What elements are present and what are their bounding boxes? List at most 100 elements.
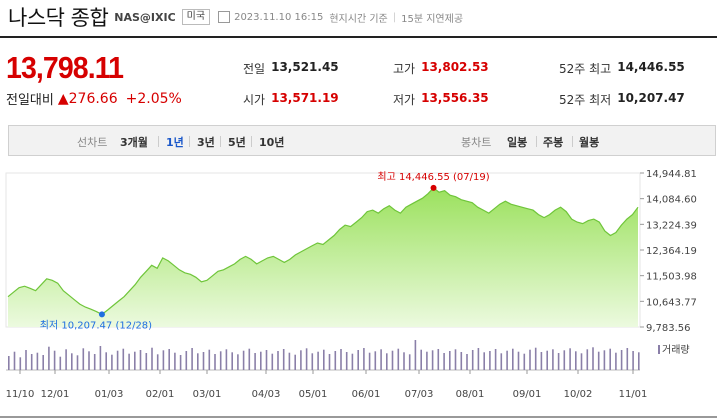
volume-bar [105, 352, 107, 370]
volume-bar [506, 350, 508, 370]
volume-bar [19, 357, 22, 370]
volume-bar [380, 349, 382, 370]
tab-divider [189, 136, 190, 147]
calendar-icon [218, 11, 231, 23]
y-tick-label: 11,503.98 [646, 272, 697, 283]
volume-bar [546, 350, 548, 370]
volume-bar [534, 347, 537, 370]
tab-daily[interactable]: 일봉 [507, 136, 528, 149]
volume-bar [311, 353, 314, 370]
line-chart-label: 선차트 [77, 136, 108, 149]
tab-1y[interactable]: 1년 [166, 136, 184, 149]
tab-3m[interactable]: 3개월 [120, 136, 148, 149]
low-annotation: 최저 10,207.47 (12/28) [40, 319, 152, 331]
tab-3y[interactable]: 3년 [197, 136, 215, 149]
volume-bar [597, 351, 600, 370]
volume-bar [202, 352, 205, 370]
y-tick-label: 14,084.60 [646, 195, 697, 206]
price-line [7, 187, 639, 316]
x-tick-label: 11/10 [6, 389, 35, 400]
volume-bar [592, 347, 594, 370]
volume-bar [523, 353, 526, 370]
index-code: NAS@IXIC [114, 10, 176, 24]
volume-bar [151, 347, 153, 370]
volume-bar [191, 348, 193, 370]
volume-bar [116, 350, 119, 370]
tab-divider [220, 136, 221, 147]
volume-bar [8, 356, 10, 370]
stat-label: 저가 [393, 93, 416, 107]
volume-bar [237, 354, 239, 370]
volume-bar [248, 348, 251, 370]
volume-bar [512, 348, 514, 370]
candle-chart-label: 봉차트 [461, 136, 492, 149]
volume-bar [494, 349, 497, 370]
volume-bar [575, 351, 577, 370]
market-badge: 미국 [181, 9, 211, 25]
y-tick-label: 10,643.77 [646, 297, 697, 308]
tab-divider [158, 136, 159, 147]
x-tick-label: 11/01 [619, 389, 648, 400]
y-tick-label: 14,944.81 [646, 169, 697, 180]
volume-bar [471, 350, 474, 370]
volume-bar [53, 350, 56, 370]
volume-bar [300, 350, 302, 370]
volume-bar [185, 351, 188, 370]
stat-value: 10,207.47 [617, 91, 685, 105]
volume-bar [168, 349, 170, 370]
volume-bar [134, 351, 136, 370]
volume-bar [13, 351, 16, 370]
tab-monthly[interactable]: 월봉 [579, 136, 600, 149]
x-tick-label: 04/03 [252, 389, 281, 400]
volume-bar [563, 350, 566, 370]
chart-tabs: 선차트 3개월 1년 3년 5년 10년 봉차트 일봉 주봉 월봉 [8, 125, 716, 156]
y-tick-label: 13,224.39 [646, 220, 697, 231]
volume-bar [420, 349, 422, 370]
volume-bar [580, 353, 583, 370]
volume-bar [122, 348, 125, 370]
delay-text: 15분 지연제공 [401, 13, 464, 25]
low-marker [98, 311, 105, 318]
divider: | [392, 11, 397, 23]
tab-weekly[interactable]: 주봉 [543, 136, 564, 149]
volume-bar [443, 353, 445, 370]
stat-value: 13,556.35 [421, 91, 489, 105]
stat-value: 13,521.45 [271, 60, 339, 74]
volume-bar [219, 351, 222, 370]
tab-5y[interactable]: 5년 [228, 136, 246, 149]
volume-bar [156, 354, 159, 370]
volume-bar [288, 352, 291, 370]
x-tick-label: 06/01 [352, 389, 381, 400]
volume-bar [82, 348, 85, 370]
volume-bar [260, 351, 262, 370]
volume-bar [254, 353, 256, 370]
volume-bar [454, 349, 457, 370]
header-divider [0, 36, 717, 38]
x-tick-label: 02/01 [146, 389, 175, 400]
volume-bar [294, 354, 296, 370]
volume-bar [334, 351, 337, 370]
stat-high: 고가 13,802.53 [393, 60, 489, 77]
x-tick-label: 09/01 [513, 389, 542, 400]
volume-bar [25, 350, 27, 370]
change-label: 전일대비 [6, 93, 54, 108]
volume-bar [282, 349, 285, 370]
volume-bar [65, 349, 67, 370]
volume-bar [386, 353, 388, 370]
volume-bar [179, 355, 182, 370]
stat-52w-low: 52주 최저 10,207.47 [559, 91, 685, 108]
volume-bar [93, 354, 96, 370]
volume-bar [363, 348, 365, 370]
tab-10y[interactable]: 10년 [259, 136, 285, 149]
stat-low: 저가 13,556.35 [393, 91, 489, 108]
volume-bar [231, 352, 233, 370]
change-value: 276.66 [68, 90, 118, 107]
datetime-text: 2023.11.10 16:15 [234, 11, 324, 23]
index-title: 나스닥 종합 [8, 6, 109, 30]
stat-prev: 전일 13,521.45 [243, 60, 339, 77]
volume-bar [265, 350, 268, 370]
up-arrow-icon: ▲ [57, 90, 69, 107]
volume-bar [111, 354, 113, 370]
stat-label: 시가 [243, 93, 266, 107]
